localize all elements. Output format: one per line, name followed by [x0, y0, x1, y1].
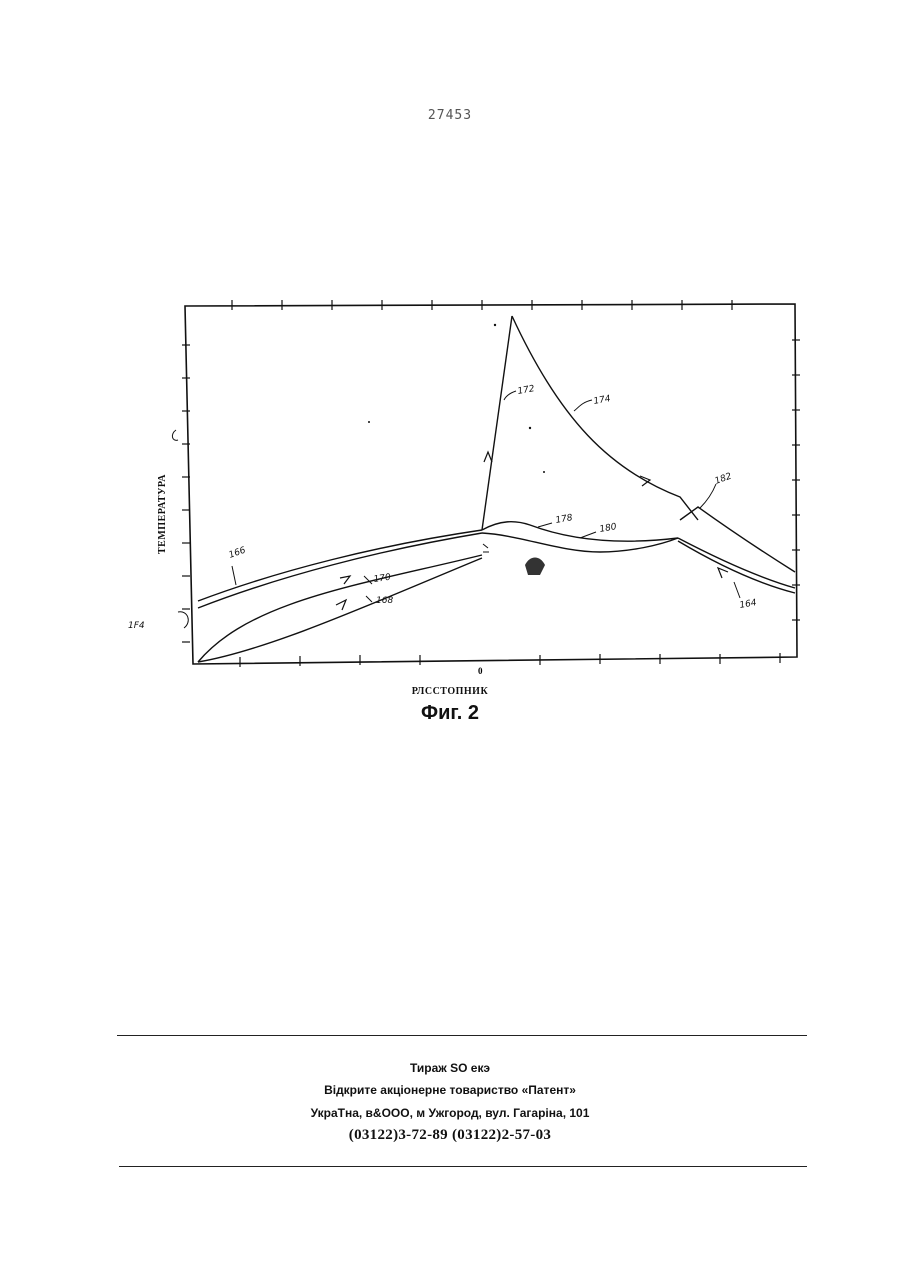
figure-curves [198, 316, 795, 662]
curve-178 [482, 522, 678, 541]
numeral-leaders [178, 391, 740, 628]
reference-numerals: 166 1F4 170 168 172 174 178 180 182 164 [128, 384, 758, 631]
curve-168 [198, 558, 482, 662]
svg-text:168: 168 [376, 596, 393, 606]
origin-mark: 0 [478, 666, 483, 676]
curve-170 [198, 555, 482, 662]
curve-166-lower [198, 533, 482, 608]
frame-ticks [182, 300, 800, 667]
svg-text:166: 166 [228, 545, 248, 560]
footer-phones: (03122)3-72-89 (03122)2-57-03 [0, 1127, 900, 1144]
curve-172 [482, 316, 512, 530]
svg-text:180: 180 [599, 522, 618, 535]
x-axis-label: РЛССТОПНИК [0, 686, 900, 697]
footer-address: УкраТна, в&ООО, м Ужгород, вул. Гагаріна… [0, 1106, 900, 1120]
figure-caption: Фиг. 2 [0, 702, 900, 725]
svg-text:170: 170 [373, 573, 392, 585]
svg-text:172: 172 [517, 384, 536, 397]
svg-text:164: 164 [739, 598, 758, 611]
y-axis-label: ТЕМПЕРАТУРА [157, 454, 171, 574]
footer-top-rule [117, 1035, 807, 1036]
footer-circulation: Тираж SO екэ [0, 1061, 900, 1075]
curve-174 [512, 316, 698, 520]
curve-arrows [336, 452, 728, 610]
footer-bottom-rule [119, 1166, 807, 1167]
figure-specks [172, 324, 545, 575]
svg-text:174: 174 [593, 394, 612, 407]
curve-182 [680, 507, 795, 572]
svg-text:182: 182 [714, 471, 734, 486]
svg-text:178: 178 [555, 513, 574, 526]
curve-180 [482, 533, 678, 552]
footer-publisher: Відкрите акціонерне товариство «Патент» [0, 1083, 900, 1097]
svg-text:1F4: 1F4 [128, 621, 145, 631]
curve-164-upper [678, 538, 795, 588]
